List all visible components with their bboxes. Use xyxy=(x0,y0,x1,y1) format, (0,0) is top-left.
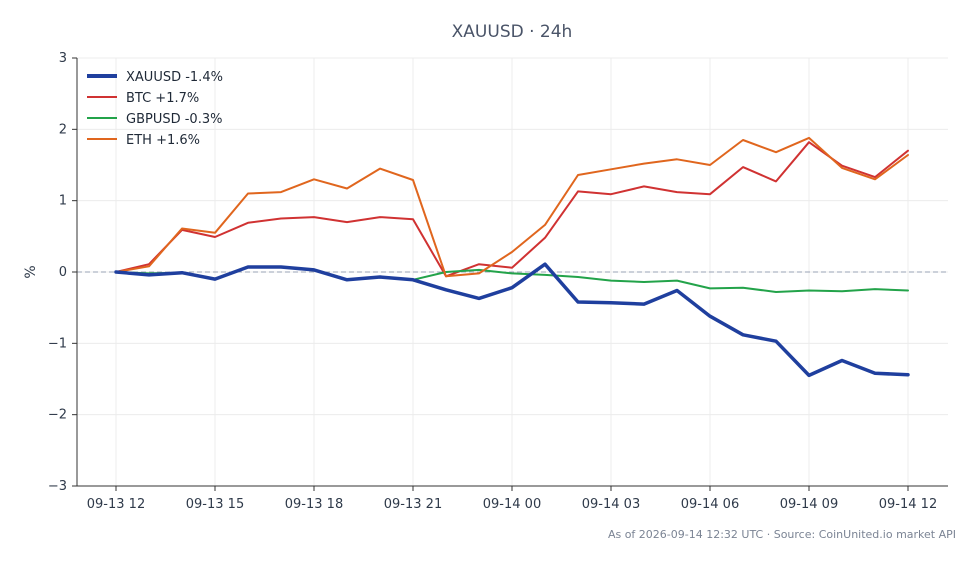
source-footer: As of 2026-09-14 12:32 UTC · Source: Coi… xyxy=(608,528,956,541)
x-tick-label: 09-14 09 xyxy=(780,497,838,512)
grid xyxy=(77,57,948,487)
legend-label: GBPUSD -0.3% xyxy=(126,112,222,127)
y-tick-label: 2 xyxy=(59,122,67,137)
chart-title: XAUUSD · 24h xyxy=(452,22,573,42)
legend-label: ETH +1.6% xyxy=(126,133,200,148)
legend-label: XAUUSD -1.4% xyxy=(126,70,223,85)
series-line-btc xyxy=(115,141,909,278)
y-tick-label: 1 xyxy=(59,194,67,209)
x-tick-label: 09-13 18 xyxy=(285,497,343,512)
legend: XAUUSD -1.4% BTC +1.7% GBPUSD -0.3% ETH +1.… xyxy=(87,70,223,148)
y-tick-label: −1 xyxy=(48,336,67,351)
y-tick-label: −2 xyxy=(48,408,67,423)
y-axis-label: % xyxy=(23,265,39,278)
x-tick-label: 09-14 00 xyxy=(483,497,541,512)
x-tick-label: 09-13 15 xyxy=(186,497,244,512)
y-tick-label: 0 xyxy=(59,265,67,280)
y-tick-label: 3 xyxy=(59,51,67,66)
x-tick-label: 09-14 12 xyxy=(879,497,937,512)
series-line-xauusd xyxy=(114,262,910,378)
axes: 3 2 1 0 −1 −2 −3 09-13 12 09-13 15 09-13 18 09-13 … xyxy=(48,51,948,512)
x-tick-label: 09-14 03 xyxy=(582,497,640,512)
x-tick-label: 09-14 06 xyxy=(681,497,739,512)
series-line-eth xyxy=(115,136,909,278)
legend-label: BTC +1.7% xyxy=(126,91,199,106)
series-lines xyxy=(114,136,910,378)
x-tick-label: 09-13 21 xyxy=(384,497,442,512)
x-tick-label: 09-13 12 xyxy=(87,497,145,512)
y-tick-label: −3 xyxy=(48,479,67,494)
